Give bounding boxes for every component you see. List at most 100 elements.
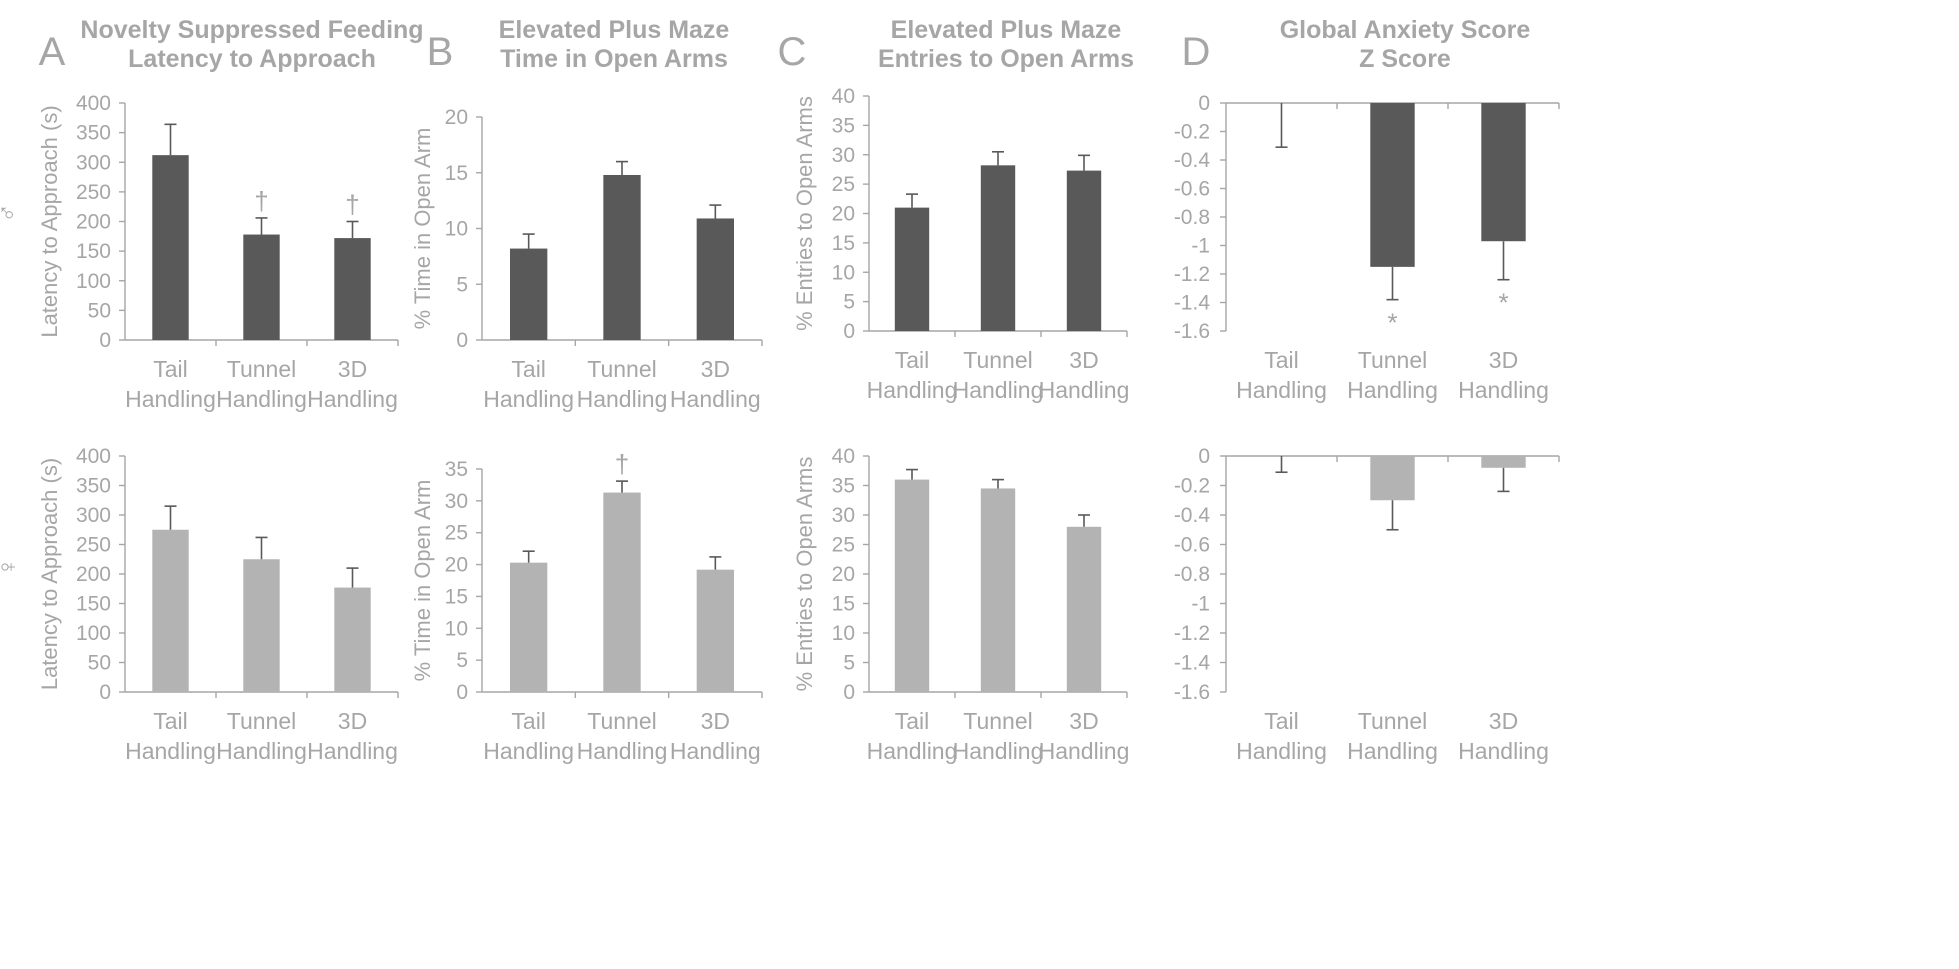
y-axis-label: % Time in Open Arm <box>410 480 435 682</box>
x-category-label: Handling <box>125 386 216 412</box>
y-tick-label: 100 <box>76 622 111 645</box>
significance-mark: † <box>254 186 268 216</box>
y-tick-label: -1.6 <box>1174 320 1210 343</box>
x-category-label: Handling <box>670 386 761 412</box>
x-category-label: Tail <box>511 708 546 734</box>
significance-mark: † <box>345 190 359 220</box>
x-category-label: Handling <box>216 386 307 412</box>
y-tick-label: 15 <box>445 162 468 185</box>
y-tick-label: 25 <box>445 522 468 545</box>
female-symbol: ♀ <box>0 557 22 577</box>
x-category-label: Handling <box>867 377 958 403</box>
significance-mark: * <box>1498 288 1508 318</box>
x-category-label: Tunnel <box>963 347 1032 373</box>
x-category-label: Handling <box>670 738 761 764</box>
x-category-label: Handling <box>953 377 1044 403</box>
y-tick-label: 200 <box>76 211 111 234</box>
y-tick-label: 300 <box>76 504 111 527</box>
x-category-label: 3D <box>701 708 730 734</box>
bar <box>1066 170 1102 331</box>
y-tick-label: -0.6 <box>1174 178 1210 201</box>
bar <box>1370 103 1415 267</box>
y-tick-label: 350 <box>76 122 111 145</box>
bar <box>152 529 189 692</box>
x-category-label: Tunnel <box>587 356 656 382</box>
y-tick-label: 250 <box>76 534 111 557</box>
panel-letter-d: D <box>1182 30 1211 74</box>
chart-B-female: % Time in Open Arm 0 5 10 15 20 25 30 35 Tail Hand… <box>410 449 763 764</box>
y-tick-label: 50 <box>88 652 111 675</box>
bar <box>894 479 930 692</box>
y-tick-label: 0 <box>456 329 468 352</box>
bar <box>334 587 371 692</box>
x-category-label: Handling <box>1458 377 1549 403</box>
x-category-label: 3D <box>338 356 367 382</box>
x-category-label: Tunnel <box>963 708 1032 734</box>
y-tick-label: 300 <box>76 151 111 174</box>
y-tick-label: 20 <box>445 554 468 577</box>
x-category-label: Handling <box>1039 377 1130 403</box>
y-tick-label: 250 <box>76 181 111 204</box>
x-category-label: 3D <box>1069 347 1098 373</box>
y-tick-label: 10 <box>445 218 468 241</box>
chart-A-female: Latency to Approach (s) 0 50 100 150 200 250 30… <box>37 445 399 764</box>
y-tick-label: 20 <box>832 563 855 586</box>
x-category-label: Handling <box>125 738 216 764</box>
x-category-label: Handling <box>1347 738 1438 764</box>
chart-title-line: Elevated Plus Maze <box>499 16 730 44</box>
y-tick-label: 15 <box>832 593 855 616</box>
y-tick-label: 150 <box>76 240 111 263</box>
x-category-label: Tunnel <box>227 708 296 734</box>
chart-D-female: 0 -0.2 -0.4 -0.6 -0.8 -1 -1.2 -1.4 -1.6 Tail Handl… <box>1174 445 1560 764</box>
chart-title-line: Z Score <box>1359 45 1451 73</box>
bar <box>894 207 930 331</box>
y-tick-label: -1 <box>1191 593 1210 616</box>
x-category-label: Handling <box>483 738 574 764</box>
x-category-label: 3D <box>1489 347 1518 373</box>
x-category-label: Tunnel <box>1358 708 1427 734</box>
x-category-label: Handling <box>1236 738 1327 764</box>
chart-C-female: % Entries to Open Arms 0 5 10 15 20 25 30 35 40 Ta… <box>792 445 1129 764</box>
y-tick-label: 50 <box>88 299 111 322</box>
y-tick-label: -1.2 <box>1174 263 1210 286</box>
x-category-label: Handling <box>307 738 398 764</box>
chart-title-line: Time in Open Arms <box>500 45 728 73</box>
y-tick-label: -1 <box>1191 235 1210 258</box>
bar <box>1066 526 1102 692</box>
y-tick-label: 0 <box>1198 445 1210 468</box>
y-tick-label: 30 <box>445 490 468 513</box>
bar <box>980 488 1016 692</box>
y-tick-label: -0.8 <box>1174 563 1210 586</box>
x-category-label: Handling <box>483 386 574 412</box>
x-category-label: Handling <box>307 386 398 412</box>
y-tick-label: -0.4 <box>1174 504 1211 527</box>
x-category-label: Tail <box>153 356 188 382</box>
x-category-label: Tunnel <box>1358 347 1427 373</box>
panel-letter-a: A <box>39 30 66 74</box>
y-tick-label: 30 <box>832 504 855 527</box>
y-axis-label: % Time in Open Arm <box>410 128 435 330</box>
y-tick-label: 100 <box>76 270 111 293</box>
y-tick-label: 40 <box>832 85 855 108</box>
y-tick-label: 35 <box>445 458 468 481</box>
y-tick-label: 400 <box>76 445 111 468</box>
y-tick-label: -1.4 <box>1174 292 1211 315</box>
y-tick-label: 0 <box>843 681 855 704</box>
y-tick-label: 15 <box>445 585 468 608</box>
y-tick-label: -0.8 <box>1174 206 1210 229</box>
bar <box>1481 456 1526 468</box>
bar <box>510 248 548 340</box>
y-tick-label: 25 <box>832 534 855 557</box>
y-axis-label: % Entries to Open Arms <box>792 457 817 692</box>
x-category-label: Tail <box>1264 347 1299 373</box>
chart-title-line: Novelty Suppressed Feeding <box>80 16 423 44</box>
y-tick-label: 5 <box>456 649 468 672</box>
chart-title-line: Elevated Plus Maze <box>891 16 1122 44</box>
y-tick-label: 20 <box>832 203 855 226</box>
x-category-label: Tail <box>895 708 930 734</box>
bar <box>243 234 280 340</box>
